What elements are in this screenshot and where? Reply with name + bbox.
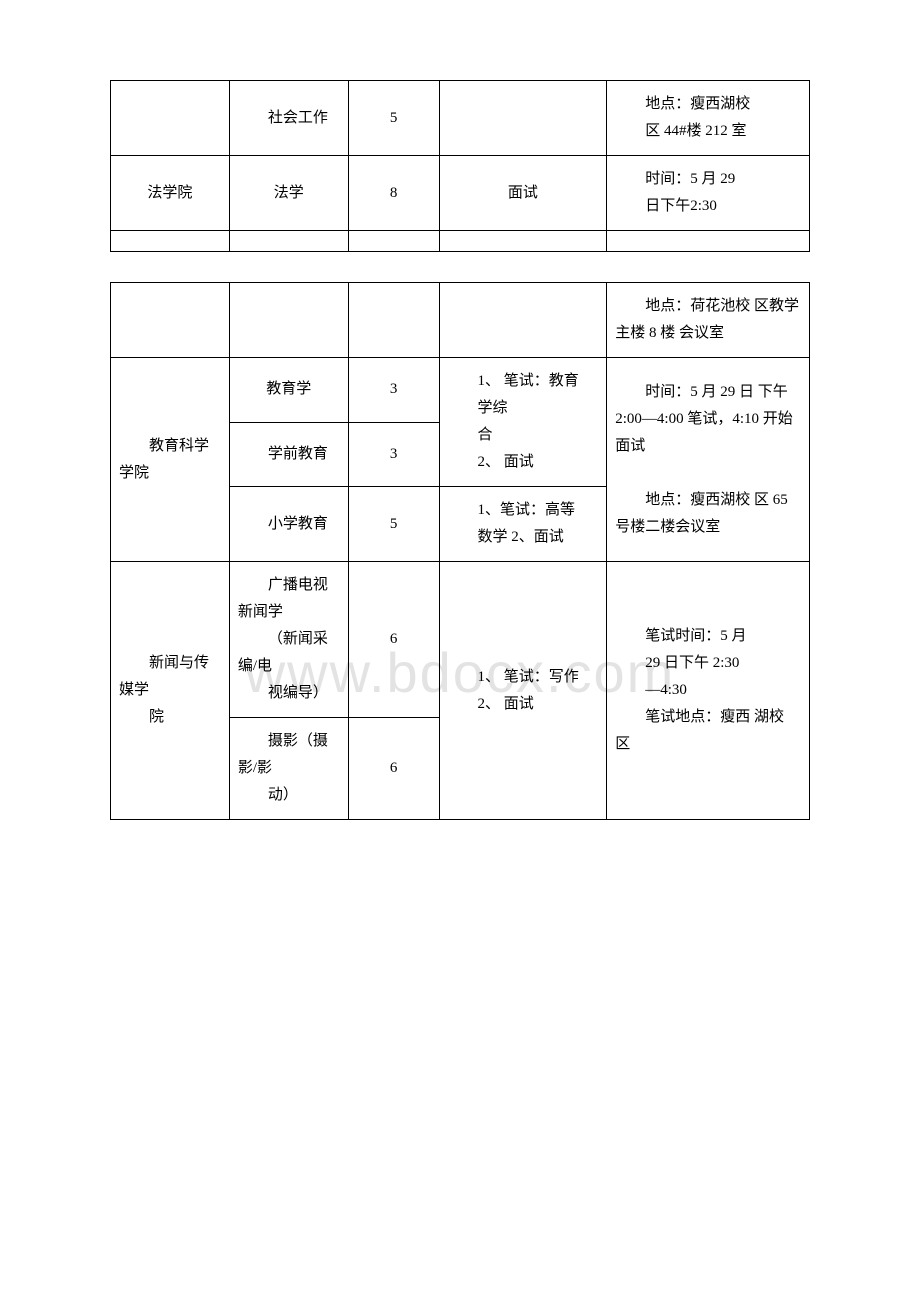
table-2: 地点：荷花池校 区教学主楼 8 楼 会议室 教育科学学院 教育学 3 1、 笔试… [110, 282, 810, 820]
cell-exam: 1、 笔试：教育 学综 合 2、 面试 [439, 358, 607, 487]
cell-major: 广播电视新闻学 （新闻采编/电 视编导） [229, 562, 348, 718]
cell-college: 法学院 [111, 156, 230, 231]
cell-exam [439, 231, 607, 252]
cell-major [229, 283, 348, 358]
cell-college [111, 231, 230, 252]
page-content: 社会工作 5 地点：瘦西湖校 区 44#楼 212 室 法学院 法学 8 面试 … [110, 80, 810, 820]
cell-time: 笔试时间：5 月 29 日下午 2:30 —4:30 笔试地点：瘦西 湖校 区 [607, 562, 810, 820]
cell-count [348, 231, 439, 252]
cell-college [111, 81, 230, 156]
cell-time: 地点：荷花池校 区教学主楼 8 楼 会议室 [607, 283, 810, 358]
cell-exam: 1、 笔试：写作 2、 面试 [439, 562, 607, 820]
cell-count: 5 [348, 487, 439, 562]
cell-major: 教育学 [229, 358, 348, 423]
cell-major: 小学教育 [229, 487, 348, 562]
cell-count: 3 [348, 422, 439, 487]
table-row: 教育科学学院 教育学 3 1、 笔试：教育 学综 合 2、 面试 时间：5 月 … [111, 358, 810, 423]
cell-exam [439, 81, 607, 156]
cell-exam: 面试 [439, 156, 607, 231]
cell-exam [439, 283, 607, 358]
cell-time [607, 231, 810, 252]
cell-count: 6 [348, 718, 439, 820]
cell-major: 法学 [229, 156, 348, 231]
cell-count [348, 283, 439, 358]
table-row: 地点：荷花池校 区教学主楼 8 楼 会议室 [111, 283, 810, 358]
cell-major: 学前教育 [229, 422, 348, 487]
cell-time: 时间：5 月 29 日下午2:30 [607, 156, 810, 231]
table-row: 新闻与传媒学 院 广播电视新闻学 （新闻采编/电 视编导） 6 1、 笔试：写作… [111, 562, 810, 718]
cell-major: 摄影（摄影/影 动） [229, 718, 348, 820]
cell-count: 6 [348, 562, 439, 718]
cell-college: 教育科学学院 [111, 358, 230, 562]
cell-major: 社会工作 [229, 81, 348, 156]
cell-time: 地点：瘦西湖校 区 44#楼 212 室 [607, 81, 810, 156]
table-1: 社会工作 5 地点：瘦西湖校 区 44#楼 212 室 法学院 法学 8 面试 … [110, 80, 810, 252]
cell-college [111, 283, 230, 358]
cell-college: 新闻与传媒学 院 [111, 562, 230, 820]
cell-count: 8 [348, 156, 439, 231]
cell-count: 5 [348, 81, 439, 156]
table-row [111, 231, 810, 252]
cell-time: 时间：5 月 29 日 下午 2:00—4:00 笔试，4:10 开始 面试 地… [607, 358, 810, 562]
cell-exam: 1、笔试：高等 数学 2、面试 [439, 487, 607, 562]
table-row: 社会工作 5 地点：瘦西湖校 区 44#楼 212 室 [111, 81, 810, 156]
cell-major [229, 231, 348, 252]
cell-count: 3 [348, 358, 439, 423]
table-row: 法学院 法学 8 面试 时间：5 月 29 日下午2:30 [111, 156, 810, 231]
